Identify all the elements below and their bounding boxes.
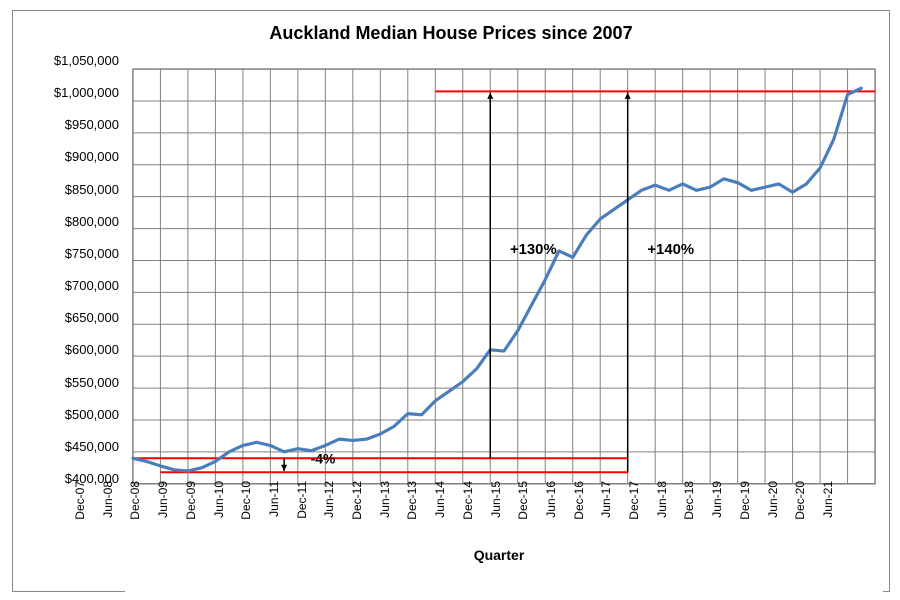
annotation-label: +140% [647, 242, 694, 258]
y-tick-label: $950,000 [65, 117, 119, 132]
y-tick-label: $450,000 [65, 439, 119, 454]
y-tick-label: $700,000 [65, 278, 119, 293]
x-tick-label: Jun-18 [655, 481, 669, 537]
x-tick-label: Dec-09 [184, 481, 198, 537]
price-series [133, 88, 861, 471]
y-tick-label: $1,000,000 [54, 85, 119, 100]
x-tick-label: Jun-08 [101, 481, 115, 537]
x-tick-label: Jun-11 [267, 481, 281, 537]
y-tick-label: $750,000 [65, 246, 119, 261]
x-tick-label: Jun-17 [599, 481, 613, 537]
x-tick-label: Jun-19 [710, 481, 724, 537]
x-tick-label: Dec-14 [461, 481, 475, 537]
x-tick-label: Dec-16 [572, 481, 586, 537]
x-tick-label: Jun-10 [212, 481, 226, 537]
x-tick-label: Jun-16 [544, 481, 558, 537]
x-tick-label: Jun-09 [156, 481, 170, 537]
x-tick-label: Jun-14 [433, 481, 447, 537]
y-tick-label: $500,000 [65, 407, 119, 422]
y-tick-label: $650,000 [65, 310, 119, 325]
x-axis-label: Quarter [125, 547, 873, 563]
x-tick-label: Jun-12 [322, 481, 336, 537]
y-tick-label: $850,000 [65, 182, 119, 197]
annotation-label: -4% [311, 450, 336, 466]
y-tick-label: $550,000 [65, 375, 119, 390]
y-tick-label: $600,000 [65, 342, 119, 357]
x-tick-label: Dec-19 [738, 481, 752, 537]
chart-title: Auckland Median House Prices since 2007 [13, 23, 889, 44]
x-tick-label: Dec-18 [682, 481, 696, 537]
x-tick-label: Dec-11 [295, 481, 309, 537]
y-tick-label: $900,000 [65, 149, 119, 164]
x-tick-label: Dec-15 [516, 481, 530, 537]
annotation-label: +130% [510, 242, 557, 258]
x-tick-label: Jun-20 [766, 481, 780, 537]
x-tick-label: Dec-08 [128, 481, 142, 537]
chart-frame: Auckland Median House Prices since 2007 … [12, 10, 890, 592]
y-tick-label: $800,000 [65, 214, 119, 229]
x-tick-label: Dec-13 [405, 481, 419, 537]
y-tick-label: $1,050,000 [54, 53, 119, 68]
x-tick-label: Dec-10 [239, 481, 253, 537]
x-tick-label: Jun-13 [378, 481, 392, 537]
x-tick-label: Jun-21 [821, 481, 835, 537]
x-tick-label: Dec-07 [73, 481, 87, 537]
x-tick-label: Dec-17 [627, 481, 641, 537]
x-tick-label: Dec-20 [793, 481, 807, 537]
x-tick-label: Dec-12 [350, 481, 364, 537]
x-tick-label: Jun-15 [489, 481, 503, 537]
